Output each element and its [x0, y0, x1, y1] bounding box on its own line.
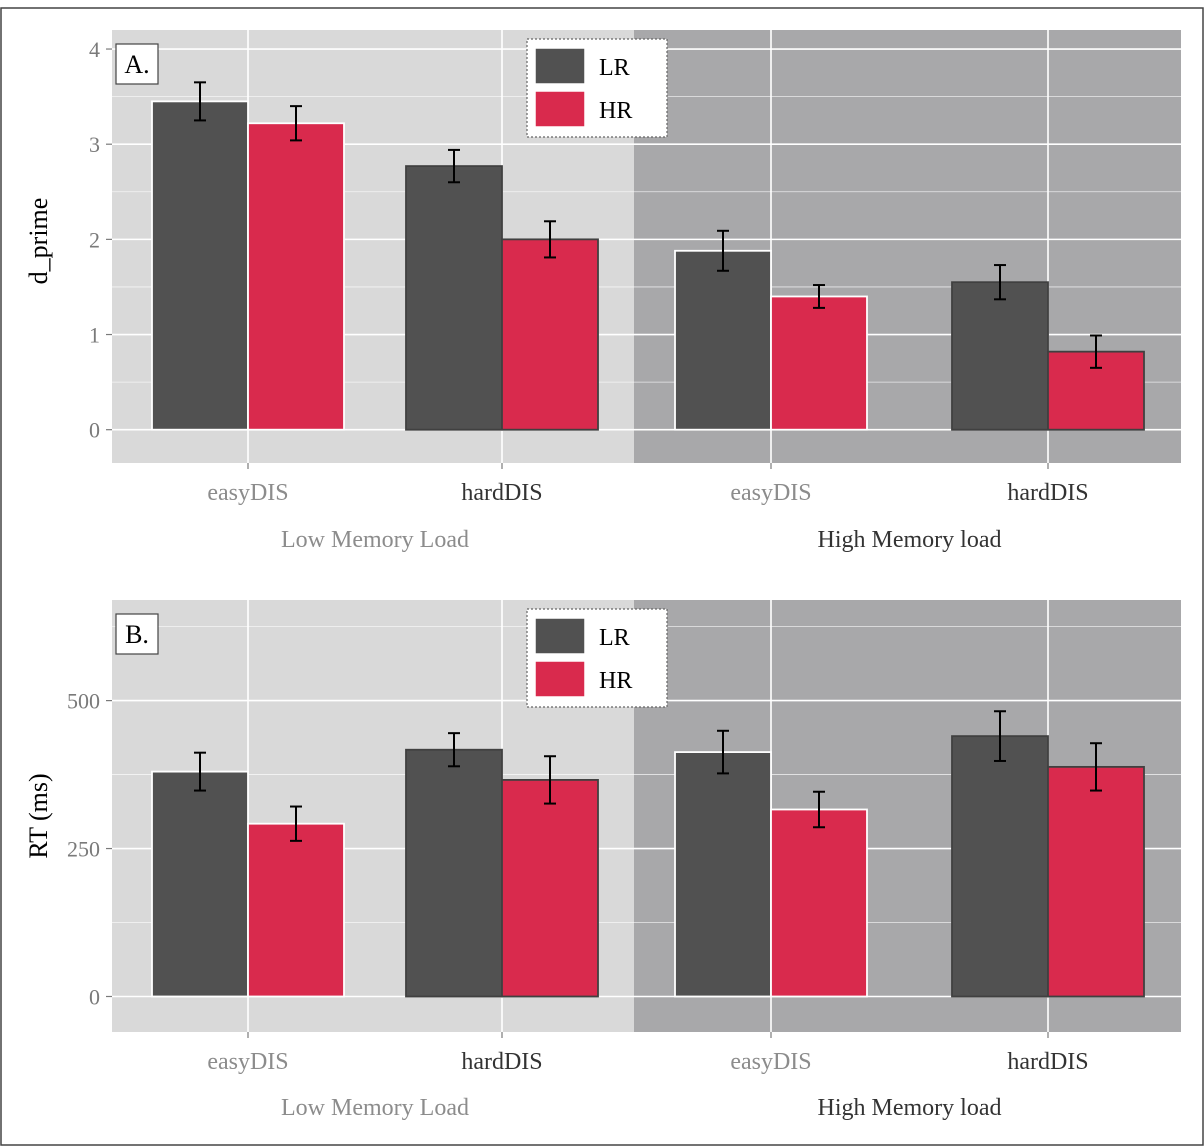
y-tick-label: 3 [89, 132, 100, 157]
bar-lr-0 [151, 770, 249, 998]
bar-lr-1 [405, 165, 503, 431]
bar-hr-1 [501, 238, 599, 431]
bar-hr-3 [1047, 765, 1145, 998]
group-label: High Memory load [818, 527, 1002, 553]
legend-swatch-hr [534, 90, 586, 128]
legend-label-lr: LR [599, 55, 630, 81]
bar-lr-3 [951, 281, 1049, 431]
x-tick-label: easyDIS [207, 1049, 288, 1075]
legend-swatch-hr [534, 660, 586, 698]
y-tick-label: 1 [89, 323, 100, 348]
y-tick-label: 0 [89, 418, 100, 443]
x-tick-label: hardDIS [1007, 1049, 1088, 1075]
legend-swatch-lr [534, 617, 586, 655]
y-tick-label: 4 [89, 37, 100, 62]
legend-label-hr: HR [599, 98, 632, 124]
bar-hr-0 [247, 122, 345, 431]
panel-tag-box [115, 613, 159, 655]
y-tick-label: 250 [67, 837, 100, 862]
bar-lr-2 [674, 249, 772, 431]
panel-tag: A. [124, 50, 149, 79]
y-axis-title: d_prime [24, 198, 53, 285]
group-label: High Memory load [818, 1095, 1002, 1121]
bar-hr-2 [770, 295, 868, 431]
panel-tag-box [115, 43, 159, 85]
x-tick-label: hardDIS [461, 1049, 542, 1075]
y-tick-label: 0 [89, 984, 100, 1009]
x-tick-label: hardDIS [461, 480, 542, 506]
bar-hr-2 [770, 808, 868, 998]
bar-lr-3 [951, 735, 1049, 998]
legend-label-hr: HR [599, 668, 632, 694]
legend-swatch-lr [534, 47, 586, 85]
y-tick-label: 500 [67, 689, 100, 714]
x-tick-label: easyDIS [730, 1049, 811, 1075]
y-tick-label: 2 [89, 227, 100, 252]
panel-b: 0 250 500 RT (ms) easyDIS hardDIS easyDIS hardD… [24, 600, 1181, 1121]
bar-hr-0 [247, 822, 345, 998]
bar-lr-1 [405, 748, 503, 998]
bar-lr-0 [151, 100, 249, 431]
group-label: Low Memory Load [281, 1095, 469, 1121]
bar-lr-2 [674, 751, 772, 998]
x-tick-label: easyDIS [730, 480, 811, 506]
legend-label-lr: LR [599, 625, 630, 651]
y-axis-title: RT (ms) [24, 773, 53, 858]
bar-hr-3 [1047, 350, 1145, 431]
x-tick-label: hardDIS [1007, 480, 1088, 506]
panel-tag: B. [125, 620, 149, 649]
bar-hr-1 [501, 779, 599, 998]
group-label: Low Memory Load [281, 527, 469, 553]
x-tick-label: easyDIS [207, 480, 288, 506]
panel-a: 0 1 2 3 4 d_prime easyDIS hardDIS easyDIS hardDIS… [24, 30, 1181, 553]
